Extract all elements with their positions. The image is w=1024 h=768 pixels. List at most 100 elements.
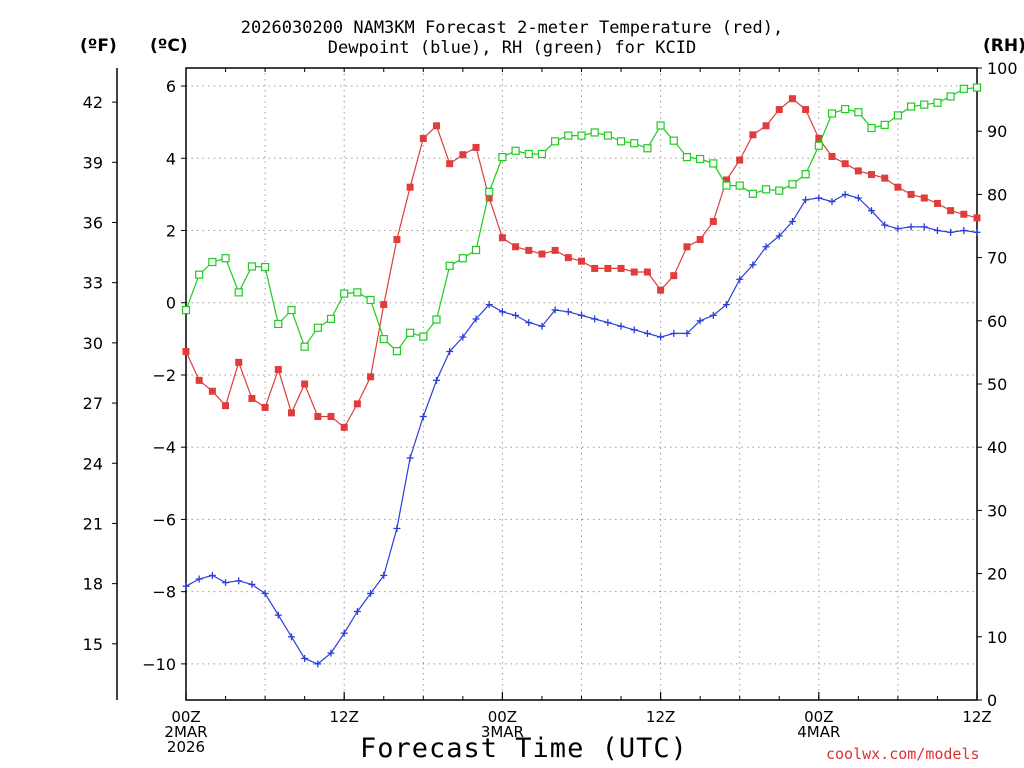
rh-point [300, 342, 309, 351]
temperature-point [907, 190, 915, 198]
rh-axis-label: (RH) [983, 36, 1024, 56]
temperature-point [670, 272, 678, 280]
rh-point [761, 185, 771, 194]
dewpoint-point [802, 196, 810, 204]
rh-point [261, 262, 270, 272]
temperature-point [802, 106, 810, 114]
series-line-dewpoint [185, 193, 978, 665]
dewpoint-point [749, 261, 757, 269]
dewpoint-point [854, 194, 862, 202]
data-series [181, 83, 982, 668]
temperature-point [920, 194, 928, 202]
dewpoint-point [868, 207, 876, 215]
dewpoint-point [657, 333, 665, 341]
fahrenheit-tick-label: 18 [83, 575, 103, 594]
temperature-point [775, 106, 783, 114]
chart-title-line-1: 2026030200 NAM3KM Forecast 2-meter Tempe… [240, 18, 784, 38]
rh-point [366, 295, 375, 305]
rh-point [906, 102, 916, 111]
rh-point [181, 305, 191, 315]
celsius-tick-label: 0 [166, 294, 176, 313]
dewpoint-point [670, 329, 678, 337]
celsius-tick-label: −4 [152, 438, 176, 457]
axis-ticks: 6420−2−4−6−8−104239363330272421181510090… [83, 59, 1018, 756]
temperature-point [525, 246, 533, 254]
celsius-tick-label: −6 [152, 510, 176, 529]
rh-tick-label: 10 [987, 628, 1007, 647]
rh-tick-label: 50 [987, 375, 1007, 394]
rh-point [551, 137, 560, 146]
dewpoint-point [419, 413, 427, 421]
dewpoint-point [775, 232, 783, 240]
temperature-point [960, 210, 968, 218]
rh-point [564, 131, 573, 140]
dewpoint-point [525, 319, 533, 327]
rh-point [406, 328, 415, 337]
temperature-point [287, 409, 295, 417]
fahrenheit-tick-label: 33 [83, 274, 103, 293]
rh-point [788, 180, 797, 189]
rh-point [392, 347, 402, 356]
temperature-point [591, 264, 599, 272]
fahrenheit-tick-label: 21 [83, 514, 103, 533]
temperature-point [393, 236, 401, 244]
rh-point [485, 187, 494, 196]
rh-point [775, 186, 784, 195]
dewpoint-point [907, 223, 915, 231]
rh-point [313, 323, 322, 332]
temperature-point [762, 122, 770, 130]
dewpoint-point [617, 322, 625, 330]
rh-point [643, 144, 652, 153]
rh-point [234, 288, 243, 297]
temperature-point [736, 156, 744, 164]
rh-tick-label: 60 [987, 312, 1007, 331]
temperature-point [617, 264, 625, 272]
dewpoint-point [894, 225, 902, 233]
dewpoint-point [432, 376, 440, 384]
rh-point [959, 84, 968, 93]
rh-point [893, 111, 903, 120]
x-axis-title: Forecast Time (UTC) [360, 733, 688, 764]
rh-point [432, 315, 441, 324]
rh-point [603, 131, 612, 140]
rh-point [221, 254, 230, 263]
dewpoint-point [683, 329, 691, 337]
x-tick-label: 00Z [171, 708, 200, 726]
dewpoint-point [512, 311, 520, 319]
fahrenheit-tick-label: 27 [83, 394, 103, 413]
dewpoint-point [736, 275, 744, 283]
temperature-point [709, 217, 717, 225]
celsius-tick-label: −8 [152, 583, 176, 602]
celsius-tick-label: −10 [142, 655, 176, 674]
temperature-point [881, 174, 889, 182]
temperature-point [854, 167, 862, 175]
rh-point [287, 305, 296, 315]
temperature-point [841, 160, 849, 168]
temperature-point [222, 402, 230, 410]
dewpoint-point [881, 221, 889, 229]
rh-tick-label: 0 [987, 691, 997, 710]
temperature-point [419, 134, 427, 142]
dewpoint-point [723, 301, 731, 309]
rh-point [458, 254, 467, 263]
fahrenheit-tick-label: 30 [83, 334, 103, 353]
rh-point [616, 137, 626, 146]
dewpoint-point [314, 660, 322, 668]
celsius-tick-label: 4 [166, 149, 176, 168]
temperature-point [947, 207, 955, 215]
rh-point [814, 141, 823, 150]
x-tick-label: 2MAR [164, 723, 207, 741]
rh-point [419, 332, 428, 341]
dewpoint-point [973, 228, 981, 236]
temperature-point [380, 301, 388, 309]
rh-point [537, 149, 547, 159]
temperature-point [498, 234, 506, 242]
rh-point [656, 121, 665, 130]
temperature-point [604, 264, 612, 272]
dewpoint-point [446, 347, 454, 355]
dewpoint-point [485, 301, 493, 309]
temperature-point [788, 95, 796, 103]
rh-point [682, 153, 692, 162]
x-tick-label: 3MAR [481, 723, 524, 741]
